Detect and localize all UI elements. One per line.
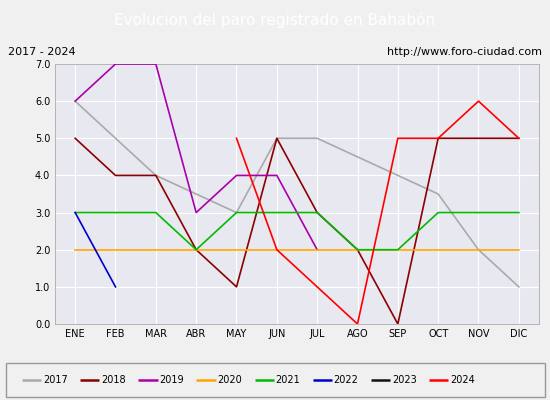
Text: Evolucion del paro registrado en Bahabón: Evolucion del paro registrado en Bahabón <box>114 12 436 28</box>
Text: 2019: 2019 <box>159 375 184 385</box>
Text: 2023: 2023 <box>392 375 416 385</box>
Text: 2022: 2022 <box>334 375 359 385</box>
Text: 2020: 2020 <box>217 375 242 385</box>
Text: http://www.foro-ciudad.com: http://www.foro-ciudad.com <box>387 47 542 57</box>
Text: 2018: 2018 <box>101 375 125 385</box>
Text: 2024: 2024 <box>450 375 475 385</box>
Text: 2017 - 2024: 2017 - 2024 <box>8 47 76 57</box>
FancyBboxPatch shape <box>6 363 544 397</box>
Text: 2021: 2021 <box>276 375 300 385</box>
Text: 2017: 2017 <box>43 375 68 385</box>
